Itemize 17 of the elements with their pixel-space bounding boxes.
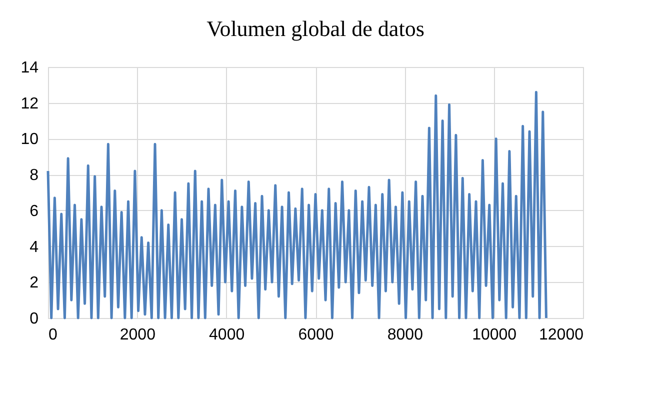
y-tick-label: 6	[30, 202, 39, 220]
x-tick-label: 12000	[539, 326, 584, 344]
y-tick-label: 0	[30, 310, 39, 328]
y-tick-label: 12	[20, 95, 39, 112]
x-tick-label: 8000	[387, 326, 424, 344]
y-tick-label: 8	[30, 167, 39, 184]
y-tick-label: 2	[30, 274, 39, 292]
line-series	[46, 90, 548, 320]
x-tick-label: 2000	[120, 326, 156, 344]
y-tick-label: 14	[20, 60, 39, 76]
y-tick-label: 10	[20, 131, 39, 148]
chart-title: Volumen global de datos	[206, 16, 424, 41]
x-tick-label: 6000	[298, 326, 334, 344]
x-tick-label: 0	[48, 326, 58, 344]
x-tick-label: 4000	[209, 326, 245, 344]
y-tick-label: 4	[30, 238, 39, 256]
x-tick-label: 10000	[472, 326, 517, 344]
